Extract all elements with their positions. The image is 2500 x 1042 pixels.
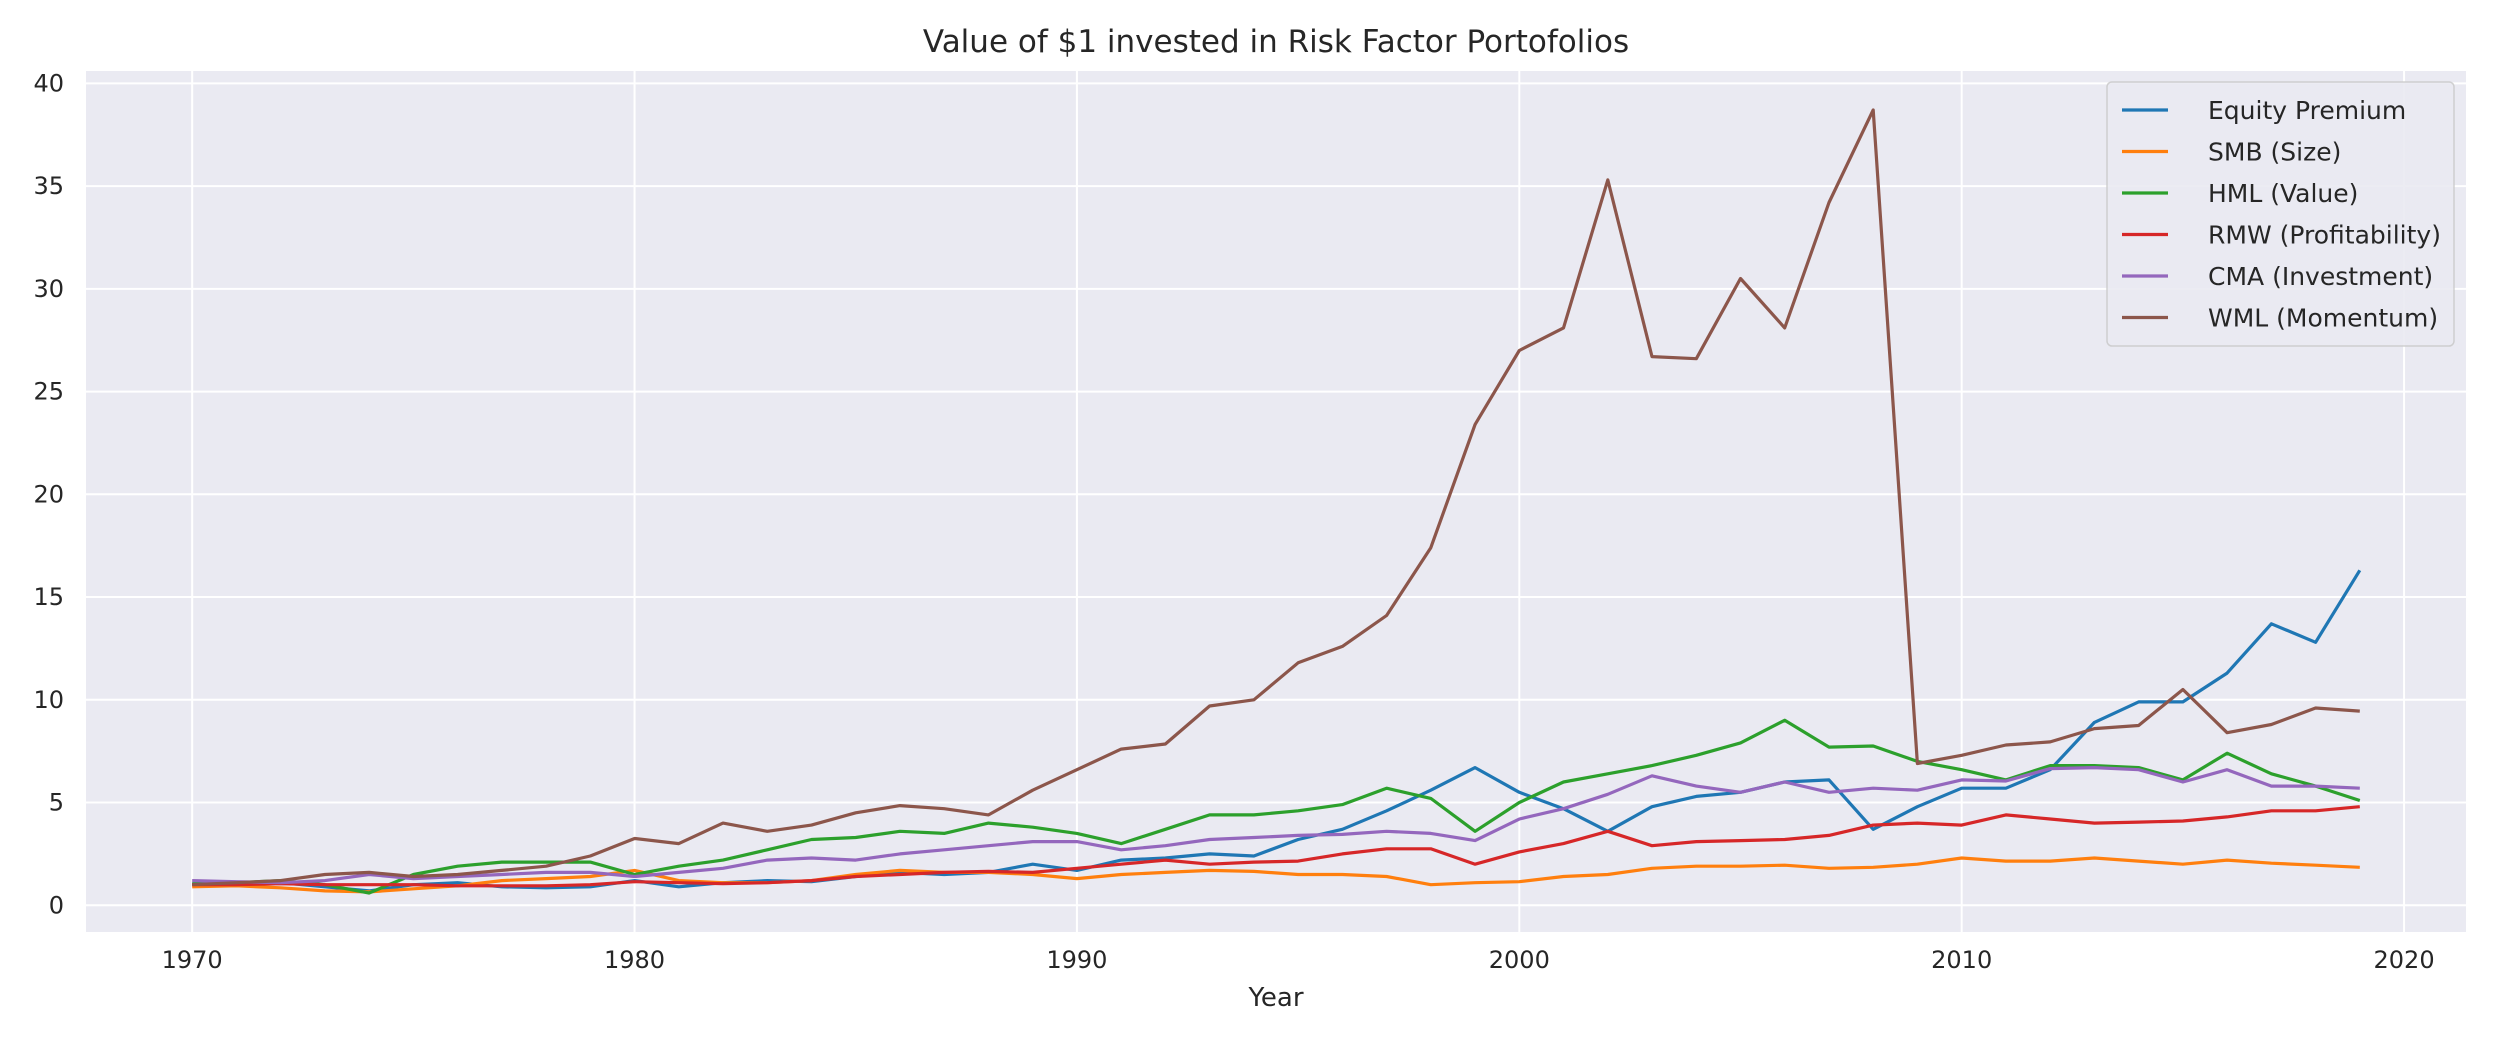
- y-tick-label: 5: [49, 789, 64, 817]
- y-tick-label: 35: [33, 172, 64, 200]
- plot-area: [86, 71, 2466, 932]
- x-tick-labels: 1970 1980 1990 2000 2010 2020: [162, 946, 2435, 974]
- y-tick-label: 0: [49, 891, 64, 919]
- x-tick-label: 2020: [2374, 946, 2435, 974]
- y-tick-label: 30: [33, 275, 64, 303]
- legend-label: WML (Momentum): [2208, 304, 2438, 333]
- x-tick-label: 2010: [1931, 946, 1992, 974]
- series-line-5: [192, 108, 2360, 887]
- series-lines: [192, 108, 2362, 895]
- gridlines: [86, 71, 2466, 932]
- legend-label: SMB (Size): [2208, 138, 2341, 167]
- series-line-4: [192, 765, 2360, 885]
- legend-label: HML (Value): [2208, 179, 2358, 208]
- y-tick-label: 10: [33, 686, 64, 714]
- y-tick-label: 15: [33, 583, 64, 611]
- chart-title: Value of $1 invested in Risk Factor Port…: [923, 24, 1629, 60]
- x-axis-label: Year: [1247, 983, 1303, 1013]
- legend: Equity Premium SMB (Size) HML (Value) RMW (…: [2106, 81, 2455, 347]
- series-line-3: [192, 805, 2360, 888]
- series-line-2: [192, 718, 2361, 895]
- series-line-1: [192, 856, 2360, 894]
- legend-items: Equity Premium SMB (Size) HML (Value) RMW (…: [2122, 96, 2441, 333]
- x-tick-label: 2000: [1489, 946, 1550, 974]
- series-line-0: [192, 569, 2362, 893]
- y-tick-label: 20: [33, 480, 64, 508]
- x-tick-label: 1970: [162, 946, 223, 974]
- legend-box: [2106, 81, 2455, 347]
- y-tick-label: 40: [33, 69, 64, 97]
- legend-label: CMA (Investment): [2208, 262, 2433, 291]
- x-tick-label: 1980: [604, 946, 665, 974]
- y-tick-label: 25: [33, 378, 64, 406]
- y-tick-labels: 0 5 10 15 20 25 30 35 40: [33, 69, 64, 919]
- legend-label: RMW (Profitability): [2208, 221, 2441, 250]
- legend-label: Equity Premium: [2208, 96, 2406, 125]
- x-tick-label: 1990: [1046, 946, 1107, 974]
